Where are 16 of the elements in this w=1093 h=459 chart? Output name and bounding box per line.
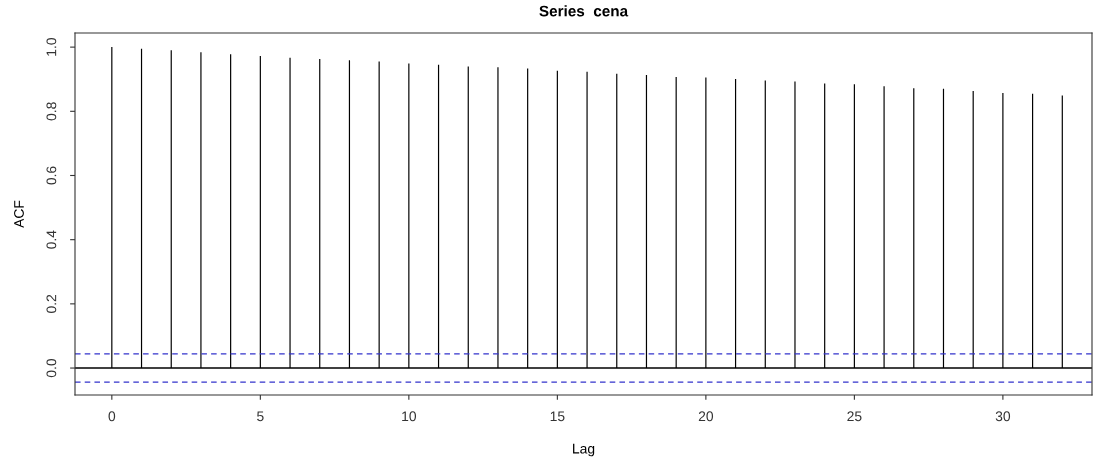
y-tick-label: 1.0 (46, 38, 57, 56)
y-tick-label: 0.0 (46, 358, 57, 378)
y-tick-label: 0.6 (46, 166, 57, 185)
chart-title: Series cena (539, 5, 629, 17)
x-axis-title: Lag (573, 443, 595, 457)
y-tick-label: 0.4 (46, 230, 57, 249)
x-tick-label: 25 (847, 411, 862, 422)
x-tick-label: 5 (257, 411, 264, 422)
x-tick-label: 15 (550, 411, 565, 422)
y-axis-title: ACF (14, 200, 24, 228)
x-tick-label: 30 (995, 411, 1011, 422)
x-tick-label: 20 (698, 411, 714, 422)
x-tick-label: 0 (108, 411, 116, 422)
y-tick-label: 0.8 (46, 102, 57, 121)
x-tick-label: 10 (402, 411, 417, 422)
y-tick-label: 0.2 (46, 294, 57, 313)
